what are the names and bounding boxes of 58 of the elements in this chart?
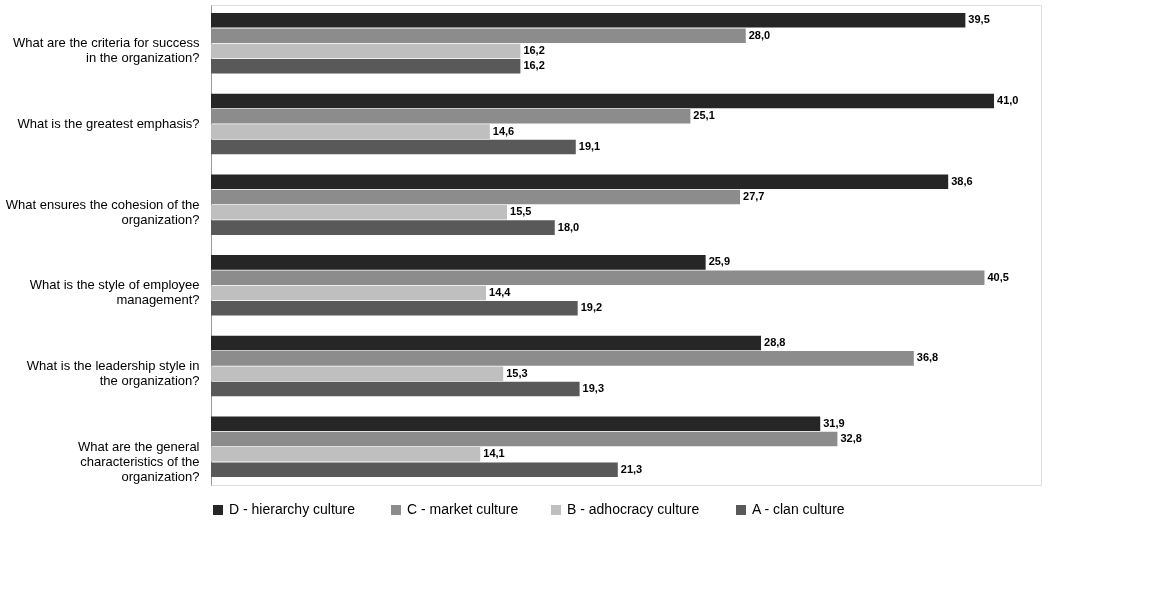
bar: [211, 205, 508, 220]
bar: [211, 285, 487, 301]
bar: [211, 93, 995, 109]
data-label: 28,8: [764, 336, 786, 349]
y-tick-label: What is the style of employee management?: [29, 277, 200, 308]
bar: [211, 431, 838, 447]
data-label: 19,2: [580, 301, 603, 314]
data-label: 14,1: [483, 447, 505, 460]
data-label: 28,0: [748, 28, 771, 41]
bar: [211, 270, 985, 285]
data-label: 41,0: [997, 94, 1019, 107]
bar: [211, 335, 762, 351]
legend-label: C - market culture: [407, 501, 519, 517]
bar: [211, 28, 746, 43]
bar: [211, 109, 691, 124]
data-label: 32,8: [840, 432, 862, 445]
data-label: 16,2: [523, 43, 545, 56]
bar: [211, 301, 578, 316]
data-label: 21,3: [620, 462, 643, 475]
data-label: 39,5: [968, 13, 990, 26]
data-label: 36,8: [916, 351, 939, 364]
legend-label: B - adhocracy culture: [567, 501, 700, 517]
bar: [211, 189, 741, 205]
bar: [211, 139, 576, 155]
data-label: 25,1: [693, 109, 715, 122]
y-tick-label: What are the criteria for success in the organization?: [13, 35, 200, 66]
y-tick-label: What is the greatest emphasis?: [17, 115, 200, 131]
data-label: 15,5: [510, 205, 532, 218]
bar: [211, 381, 580, 397]
data-label: 31,9: [823, 416, 845, 429]
bar: [211, 366, 504, 381]
data-label: 40,5: [987, 270, 1009, 283]
data-label: 25,9: [708, 255, 731, 268]
y-tick-label: What is the leadership style in the organization?: [26, 358, 200, 389]
data-label: 19,3: [582, 381, 605, 394]
data-label: 27,7: [743, 190, 765, 203]
bar: [211, 43, 521, 59]
bar: [211, 124, 490, 139]
bar: [211, 255, 706, 270]
data-label: 38,6: [951, 174, 973, 187]
bar: [211, 447, 481, 462]
y-tick-label: What are the general characteristics of the organization?: [78, 438, 200, 484]
data-label: 16,2: [523, 59, 545, 72]
bar: [211, 174, 949, 189]
data-label: 18,0: [557, 220, 580, 233]
y-tick-label: What ensures the cohesion of the organization?: [5, 196, 200, 227]
bar: [211, 220, 555, 235]
legend-label: A - clan culture: [752, 501, 845, 517]
data-label: 14,6: [492, 124, 515, 137]
bar: [211, 462, 618, 477]
bar: [211, 13, 966, 28]
data-label: 14,4: [489, 285, 512, 298]
bar: [211, 351, 914, 366]
bar: [211, 416, 821, 431]
bar: [211, 59, 521, 74]
data-label: 19,1: [578, 139, 601, 152]
legend-label: D - hierarchy culture: [229, 501, 356, 517]
data-label: 15,3: [506, 366, 528, 379]
